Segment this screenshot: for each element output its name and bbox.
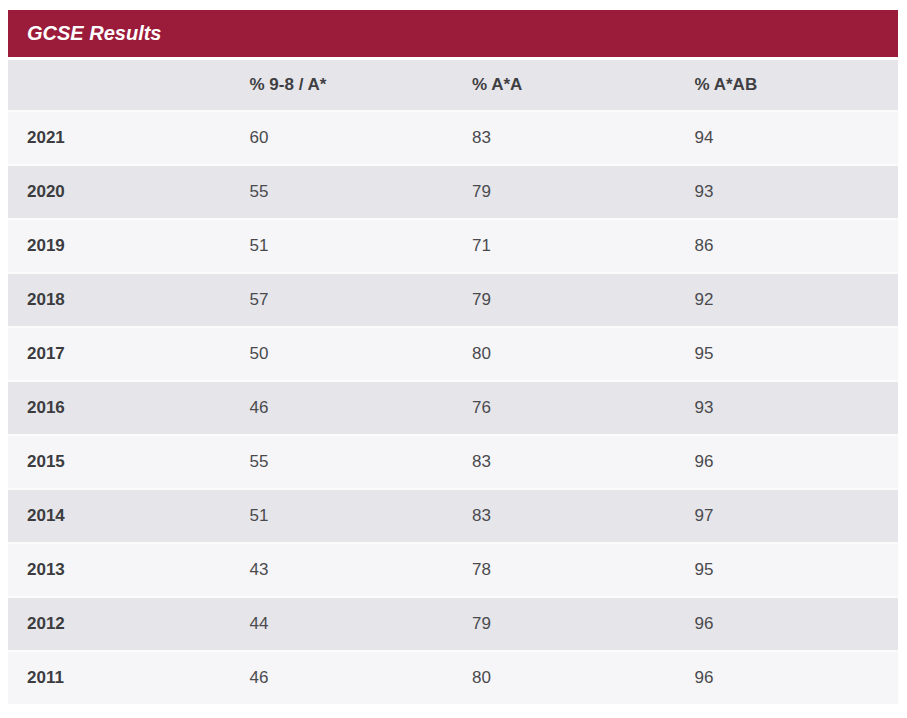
cell-value: 79 (453, 596, 676, 650)
table-row: 2018577992 (8, 272, 898, 326)
row-year: 2020 (8, 164, 231, 218)
table-row: 2013437895 (8, 542, 898, 596)
cell-value: 46 (231, 650, 454, 704)
table-row: 2011468096 (8, 650, 898, 704)
cell-value: 83 (453, 434, 676, 488)
table-body: 2021608394202055799320195171862018577992… (8, 110, 898, 704)
gcse-results-panel: GCSE Results % 9-8 / A* % A*A % A*AB 202… (0, 0, 907, 718)
table-row: 2015558396 (8, 434, 898, 488)
cell-value: 50 (231, 326, 454, 380)
cell-value: 55 (231, 164, 454, 218)
cell-value: 57 (231, 272, 454, 326)
header-cell-9-8-astar: % 9-8 / A* (231, 60, 454, 110)
row-year: 2017 (8, 326, 231, 380)
header-cell-astar-ab: % A*AB (676, 60, 899, 110)
cell-value: 43 (231, 542, 454, 596)
row-year: 2019 (8, 218, 231, 272)
cell-value: 95 (676, 542, 899, 596)
row-year: 2012 (8, 596, 231, 650)
cell-value: 60 (231, 110, 454, 164)
row-year: 2021 (8, 110, 231, 164)
cell-value: 79 (453, 164, 676, 218)
cell-value: 96 (676, 596, 899, 650)
cell-value: 51 (231, 218, 454, 272)
cell-value: 93 (676, 380, 899, 434)
table-row: 2014518397 (8, 488, 898, 542)
row-year: 2016 (8, 380, 231, 434)
cell-value: 80 (453, 650, 676, 704)
cell-value: 79 (453, 272, 676, 326)
cell-value: 46 (231, 380, 454, 434)
header-cell-year (8, 60, 231, 110)
header-row: % 9-8 / A* % A*A % A*AB (8, 60, 898, 110)
cell-value: 83 (453, 110, 676, 164)
row-year: 2018 (8, 272, 231, 326)
gcse-results-table: % 9-8 / A* % A*A % A*AB 2021608394202055… (8, 60, 898, 704)
cell-value: 71 (453, 218, 676, 272)
table-row: 2016467693 (8, 380, 898, 434)
cell-value: 96 (676, 434, 899, 488)
cell-value: 92 (676, 272, 899, 326)
cell-value: 93 (676, 164, 899, 218)
table-row: 2020557993 (8, 164, 898, 218)
cell-value: 96 (676, 650, 899, 704)
row-year: 2014 (8, 488, 231, 542)
table-header: % 9-8 / A* % A*A % A*AB (8, 60, 898, 110)
cell-value: 94 (676, 110, 899, 164)
table-title-bar: GCSE Results (8, 10, 898, 57)
table-row: 2019517186 (8, 218, 898, 272)
table-row: 2021608394 (8, 110, 898, 164)
row-year: 2015 (8, 434, 231, 488)
cell-value: 95 (676, 326, 899, 380)
page-title: GCSE Results (27, 22, 161, 44)
cell-value: 86 (676, 218, 899, 272)
row-year: 2013 (8, 542, 231, 596)
cell-value: 76 (453, 380, 676, 434)
cell-value: 55 (231, 434, 454, 488)
cell-value: 80 (453, 326, 676, 380)
cell-value: 51 (231, 488, 454, 542)
row-year: 2011 (8, 650, 231, 704)
cell-value: 97 (676, 488, 899, 542)
table-row: 2017508095 (8, 326, 898, 380)
cell-value: 83 (453, 488, 676, 542)
header-cell-astar-a: % A*A (453, 60, 676, 110)
table-row: 2012447996 (8, 596, 898, 650)
cell-value: 44 (231, 596, 454, 650)
cell-value: 78 (453, 542, 676, 596)
